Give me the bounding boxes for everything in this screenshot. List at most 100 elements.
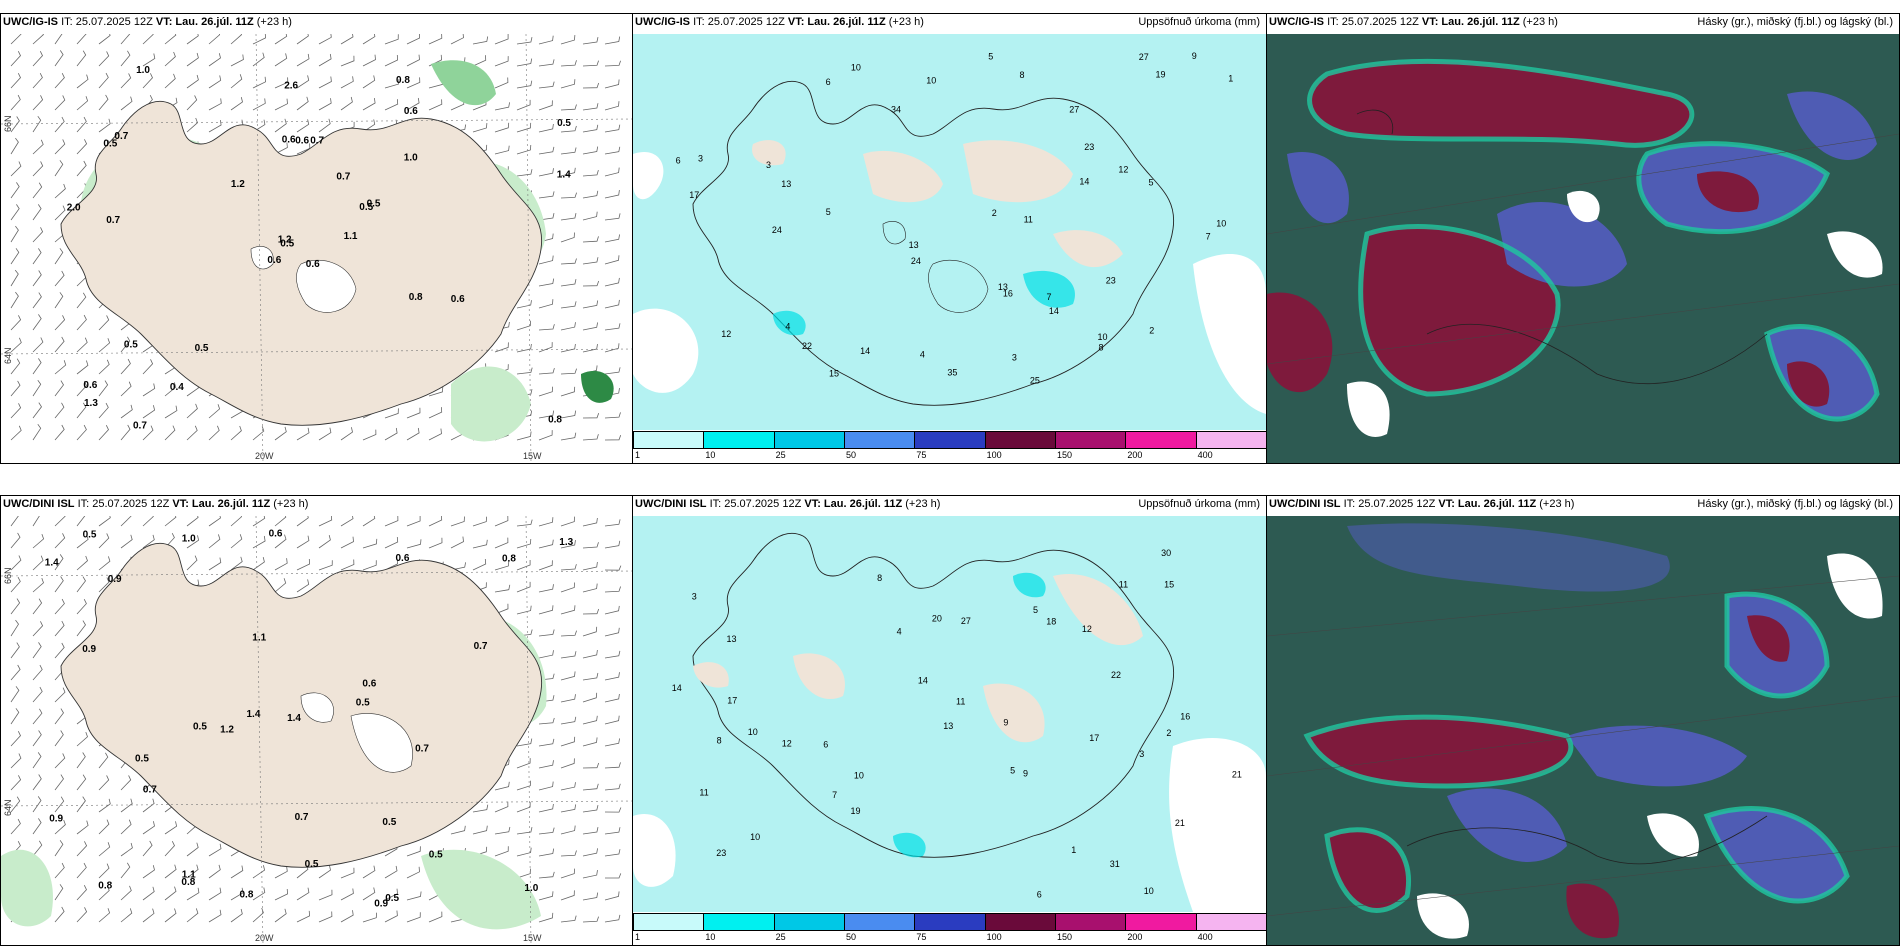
wind-barb: [120, 96, 133, 111]
colorbar-swatch: [1125, 431, 1197, 449]
precip-value-label: 4: [785, 321, 790, 331]
wind-barb: [230, 908, 243, 923]
wind-barb: [406, 97, 420, 111]
wind-barb: [252, 865, 266, 879]
wind-barb: [362, 98, 376, 111]
wind-barb: [120, 819, 132, 835]
wind-barb: [76, 74, 89, 89]
precip-value-label: 10: [748, 727, 758, 737]
precip-value-label: 4: [897, 626, 902, 636]
wind-barb: [318, 76, 332, 89]
wind-barb: [32, 73, 43, 89]
wind-barb: [582, 542, 599, 549]
wind-barb: [296, 427, 310, 441]
panel-title: UWC/IG-IS IT: 25.07.2025 12Z VT: Lau. 26…: [635, 16, 924, 28]
wind-barb: [274, 118, 287, 133]
wind-barb: [98, 775, 110, 791]
wind-barb: [494, 846, 509, 857]
wind-barb: [494, 561, 510, 571]
wind-barb: [560, 258, 577, 265]
wind-barb: [54, 402, 65, 419]
wind-barb: [494, 516, 509, 527]
wind-barb: [340, 516, 354, 527]
wind-barb: [274, 534, 287, 549]
wind-value-label: 1.2: [220, 724, 234, 735]
wind-barb: [54, 270, 65, 287]
wind-barb: [142, 865, 155, 879]
wind-barb: [274, 516, 287, 527]
wind-barb: [560, 279, 577, 287]
wind-barb: [186, 908, 199, 923]
precip-value-label: 6: [823, 740, 828, 750]
wind-barb: [406, 427, 420, 441]
wind-barb: [450, 825, 466, 835]
wind-barb: [384, 427, 398, 441]
wind-barb: [384, 34, 399, 45]
wind-barb: [76, 534, 89, 549]
wind-barb: [538, 324, 555, 331]
wind-barb: [54, 380, 64, 397]
wind-barb: [384, 54, 399, 67]
wind-barb: [494, 781, 510, 791]
wind-barb: [406, 912, 421, 923]
wind-barb: [54, 819, 66, 835]
precip-value-label: 16: [1180, 712, 1190, 722]
wind-barb: [164, 864, 177, 879]
precip-value-label: 3: [1012, 352, 1017, 362]
wind-barb: [604, 672, 620, 681]
wind-barb: [560, 192, 577, 199]
wind-barb: [98, 533, 110, 549]
wind-barb: [10, 182, 20, 199]
wind-barb: [76, 116, 87, 133]
precip-value-label: 19: [1156, 70, 1166, 80]
wind-barb: [582, 517, 598, 527]
wind-barb: [450, 516, 465, 527]
wind-barb: [560, 758, 575, 769]
wind-barb: [208, 887, 222, 901]
precip-value-label: 10: [1216, 219, 1226, 229]
wind-barb: [428, 34, 443, 45]
wind-barb: [230, 425, 242, 441]
wind-barb: [538, 781, 554, 791]
wind-barb: [208, 98, 222, 111]
wind-barb: [516, 868, 531, 879]
wind-barb: [296, 96, 309, 111]
lat-label: 64N: [3, 347, 13, 364]
wind-barb: [384, 888, 398, 901]
wind-barb: [604, 101, 620, 111]
wind-value-label: 0.9: [82, 644, 96, 655]
wind-barb: [494, 145, 510, 155]
wind-barb: [164, 382, 177, 397]
wind-barb: [560, 232, 575, 243]
wind-barb: [10, 358, 21, 375]
precip-value-label: 20: [932, 614, 942, 624]
wind-barb: [340, 888, 354, 901]
wind-barb: [604, 343, 620, 353]
wind-map: 0.60.50.50.60.50.50.80.70.61.11.00.80.70…: [1, 34, 632, 463]
wind-barb: [560, 850, 577, 857]
precip-value-label: 24: [772, 225, 782, 235]
wind-barb: [428, 407, 443, 419]
wind-barb: [32, 840, 43, 857]
wind-barb: [604, 234, 620, 243]
wind-barb: [384, 516, 399, 527]
wind-barb: [142, 886, 155, 901]
wind-barb: [582, 412, 600, 419]
wind-value-label: 0.8: [409, 292, 423, 303]
wind-barb: [10, 516, 19, 527]
wind-barb: [76, 576, 86, 593]
wind-barb: [604, 807, 622, 813]
wind-barb: [32, 270, 42, 287]
wind-barb: [76, 96, 89, 111]
wind-barb: [32, 818, 42, 835]
wind-barb: [98, 118, 111, 133]
wind-barb: [560, 825, 576, 835]
colorbar-tick: 25: [775, 932, 786, 942]
precip-value-label: 25: [1030, 375, 1040, 385]
wind-value-label: 0.6: [451, 294, 465, 305]
wind-barb: [142, 359, 154, 375]
wind-barb: [32, 598, 43, 615]
wind-barb: [604, 36, 621, 45]
panel-title: UWC/DINI ISL IT: 25.07.2025 12Z VT: Lau.…: [1269, 498, 1575, 510]
wind-barb: [560, 79, 576, 89]
